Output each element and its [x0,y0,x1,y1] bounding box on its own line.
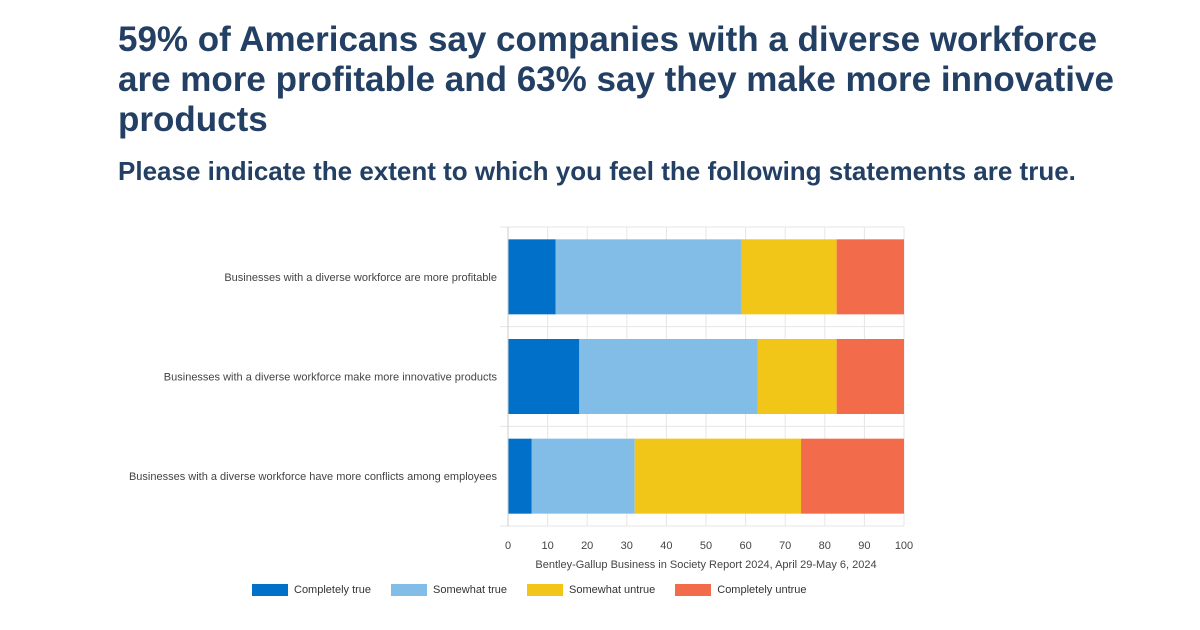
bar-segment-2-3 [801,438,904,514]
bar-segment-1-2 [757,339,837,414]
category-label-1: Businesses with a diverse workforce make… [164,372,498,384]
category-label-0: Businesses with a diverse workforce are … [224,272,497,284]
x-axis: Businesses with a diverse workforce are … [129,227,913,552]
bar-segment-0-2 [741,239,837,315]
x-tick-label-2: 20 [581,540,593,552]
bars [508,239,904,514]
legend-swatch-3 [675,584,712,596]
legend-item-1: Somewhat true [391,584,507,596]
legend-label-1: Somewhat true [433,584,508,596]
legend-swatch-0 [252,584,288,596]
legend: Completely true Somewhat true Somewhat unt… [252,584,827,596]
x-tick-label-4: 40 [660,540,672,552]
x-tick-label-9: 90 [858,540,870,552]
bar-segment-2-0 [508,438,532,514]
bar-segment-0-3 [836,239,904,315]
legend-swatch-2 [527,584,564,596]
bar-segment-0-0 [508,239,556,315]
bar-segment-1-3 [836,339,904,414]
legend-label-3: Completely untrue [717,584,807,596]
legend-item-2: Somewhat untrue [527,584,655,596]
x-tick-label-6: 60 [739,540,751,552]
x-tick-label-0: 0 [505,540,511,552]
bar-segment-1-0 [508,339,580,414]
x-tick-label-10: 100 [895,540,913,552]
bar-segment-0-1 [555,239,742,315]
x-axis-label: Bentley-Gallup Business in Society Repor… [535,559,876,571]
x-tick-label-8: 80 [819,540,831,552]
bar-segment-1-1 [579,339,758,414]
x-tick-label-3: 30 [621,540,633,552]
x-tick-label-7: 70 [779,540,791,552]
x-tick-label-5: 50 [700,540,712,552]
legend-label-2: Somewhat untrue [569,584,656,596]
category-label-2: Businesses with a diverse workforce have… [129,471,498,483]
legend-label-0: Completely true [294,584,372,596]
bar-segment-2-2 [634,438,802,514]
legend-item-0: Completely true [252,584,371,596]
bar-segment-2-1 [531,438,635,514]
legend-item-3: Completely untrue [675,584,807,596]
legend-swatch-1 [391,584,428,596]
subheadline: Please indicate the extent to which you … [118,156,1076,186]
x-tick-label-1: 10 [541,540,553,552]
headline: 59% of Americans say companies with a di… [118,20,1114,139]
